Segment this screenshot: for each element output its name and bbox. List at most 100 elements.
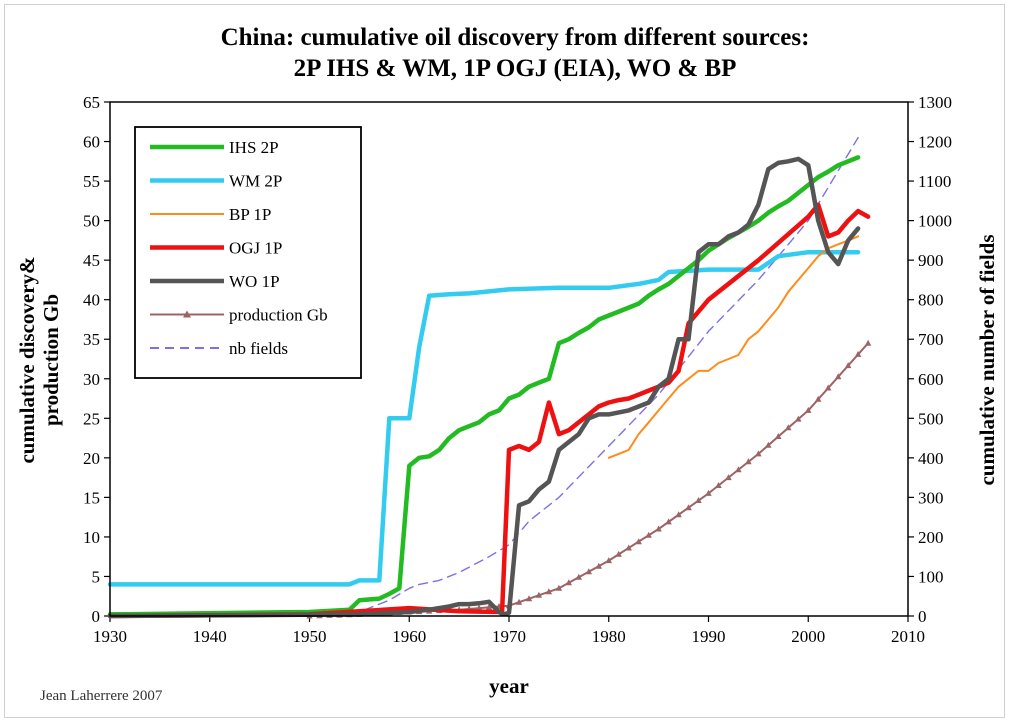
production-marker xyxy=(545,588,553,595)
y-tick-label: 45 xyxy=(83,251,100,270)
production-marker xyxy=(854,350,862,357)
series-layer xyxy=(107,136,872,619)
production-marker xyxy=(685,504,692,511)
production-marker xyxy=(485,603,493,610)
production-marker xyxy=(765,441,772,448)
production-marker xyxy=(825,384,832,391)
y2-tick-label: 1300 xyxy=(918,93,952,112)
y2-tick-label: 200 xyxy=(918,528,944,547)
production-marker xyxy=(655,525,662,532)
production-marker xyxy=(845,362,852,369)
axes: 1930 1940 1950 1960 1970 1980 1990 2000 20100510… xyxy=(83,93,952,646)
production-marker xyxy=(715,482,722,488)
production-marker xyxy=(695,497,702,503)
production-marker xyxy=(565,579,572,586)
series-line-ihs-2p xyxy=(107,155,861,617)
x-tick-label: 1950 xyxy=(293,627,327,646)
production-marker xyxy=(605,557,612,564)
production-marker xyxy=(515,598,523,605)
y-tick-label: 25 xyxy=(83,409,100,428)
y-tick-label: 30 xyxy=(83,370,100,389)
y-axis-label-line1: cumulative discovery& xyxy=(15,256,39,463)
legend-label-ogj-1p: OGJ 1P xyxy=(229,239,282,258)
y-tick-label: 5 xyxy=(92,567,101,586)
y-tick-label: 50 xyxy=(83,212,100,231)
production-marker xyxy=(575,573,582,580)
production-marker xyxy=(615,550,622,557)
series-line-bp-1p xyxy=(607,235,860,459)
production-marker xyxy=(645,531,652,538)
series-line-nb-fields xyxy=(109,136,859,617)
legend-label-ihs-2p: IHS 2P xyxy=(229,138,279,157)
production-marker xyxy=(585,568,592,575)
legend-label-production-gb: production Gb xyxy=(229,306,328,325)
y-axis-label-line2: production Gb xyxy=(39,294,63,426)
y-tick-label: 40 xyxy=(83,291,100,310)
legend-marker-production-gb xyxy=(183,310,191,318)
plot-area-border xyxy=(109,101,909,617)
x-tick-label: 1980 xyxy=(592,627,626,646)
production-marker xyxy=(665,518,672,525)
production-marker xyxy=(525,595,533,602)
production-marker xyxy=(475,604,483,611)
y2-tick-label: 700 xyxy=(918,330,944,349)
production-marker xyxy=(755,450,762,457)
y2-tick-label: 800 xyxy=(918,291,944,310)
series-line-production-gb xyxy=(308,342,870,617)
legend-label-bp-1p: BP 1P xyxy=(229,205,271,224)
production-marker xyxy=(725,474,732,481)
y2-tick-label: 900 xyxy=(918,251,944,270)
y2-tick-label: 1100 xyxy=(918,172,951,191)
production-marker xyxy=(864,339,872,346)
production-marker xyxy=(795,415,802,422)
legend-label-wm-2p: WM 2P xyxy=(229,172,282,191)
production-marker xyxy=(775,433,782,439)
x-tick-label: 2010 xyxy=(891,627,925,646)
production-marker xyxy=(705,489,712,496)
production-marker xyxy=(735,466,742,473)
legend: IHS 2P WM 2P BP 1P OGJ 1P WO 1P production Gb… xyxy=(134,126,362,379)
production-marker xyxy=(815,395,822,402)
y2-tick-label: 600 xyxy=(918,370,944,389)
series-line-wo-1p xyxy=(107,156,861,619)
production-marker xyxy=(555,584,563,591)
production-marker xyxy=(835,373,842,380)
x-axis-label: year xyxy=(489,674,529,698)
chart-subtitle: 2P IHS & WM, 1P OGJ (EIA), WO & BP xyxy=(294,55,737,82)
x-tick-label: 1960 xyxy=(392,627,426,646)
y-tick-label: 0 xyxy=(92,607,101,626)
credit-text: Jean Laherrere 2007 xyxy=(40,688,163,704)
y2-axis-label: cumulative number of fields xyxy=(975,234,999,485)
chart-frame xyxy=(4,4,1005,718)
production-marker xyxy=(595,562,602,569)
y-tick-label: 10 xyxy=(83,528,100,547)
y2-tick-label: 1200 xyxy=(918,133,952,152)
y-tick-label: 20 xyxy=(83,449,100,468)
y2-tick-label: 300 xyxy=(918,488,944,507)
legend-label-wo-1p: WO 1P xyxy=(229,272,280,291)
x-tick-label: 1970 xyxy=(492,627,526,646)
y2-tick-label: 500 xyxy=(918,409,944,428)
x-tick-label: 1930 xyxy=(93,627,127,646)
y-tick-label: 35 xyxy=(83,330,100,349)
series-line-wm-2p xyxy=(107,249,861,587)
production-marker xyxy=(675,511,682,518)
y2-tick-label: 0 xyxy=(918,607,927,626)
production-marker xyxy=(535,591,543,598)
y2-tick-label: 1000 xyxy=(918,212,952,231)
production-marker xyxy=(785,424,792,431)
x-tick-label: 2000 xyxy=(791,627,825,646)
x-tick-label: 1990 xyxy=(692,627,726,646)
production-marker xyxy=(805,406,812,413)
y2-tick-label: 100 xyxy=(918,567,944,586)
y-tick-label: 65 xyxy=(83,93,100,112)
y2-tick-label: 400 xyxy=(918,449,944,468)
y-tick-label: 55 xyxy=(83,172,100,191)
legend-box xyxy=(134,126,362,379)
production-marker xyxy=(625,544,632,551)
legend-label-nb-fields: nb fields xyxy=(229,339,288,358)
y-tick-label: 60 xyxy=(83,133,100,152)
production-marker xyxy=(635,538,642,545)
production-marker xyxy=(745,458,752,465)
